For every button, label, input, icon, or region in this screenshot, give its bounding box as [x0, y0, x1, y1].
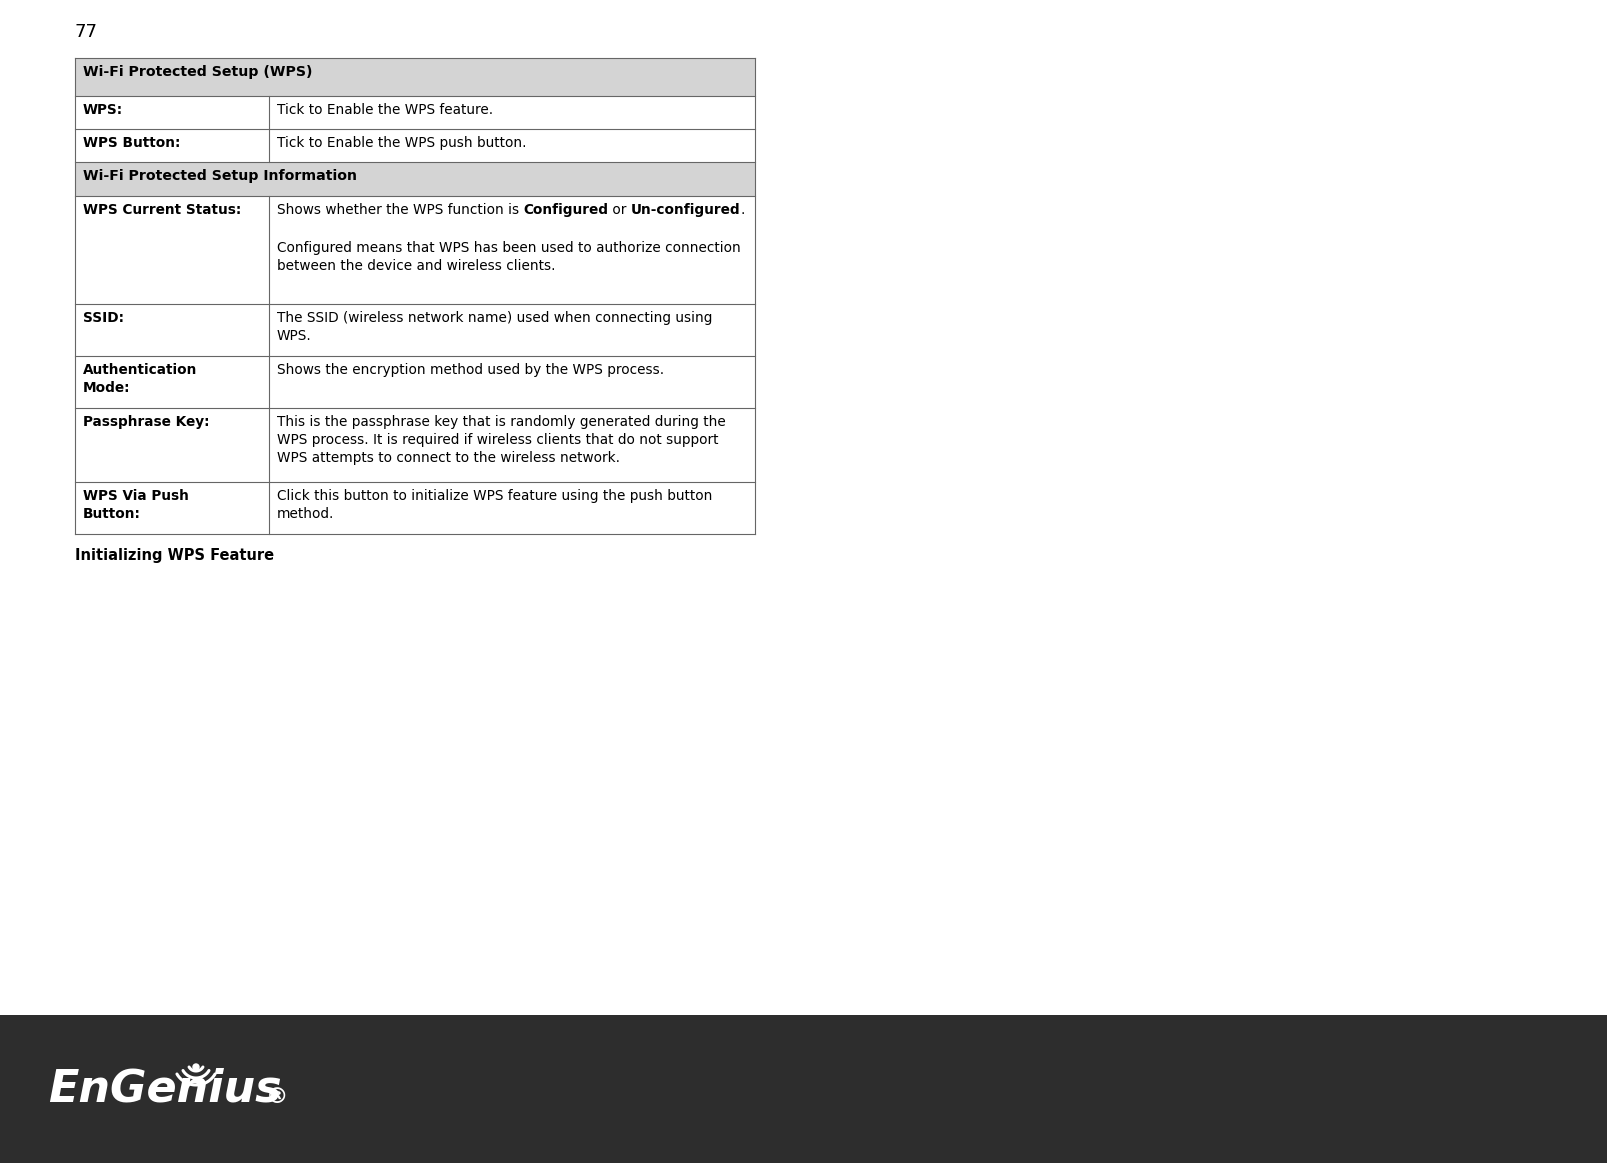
Bar [76, 197, 755, 304]
Text: 77: 77 [76, 23, 98, 41]
Bar [0, 1015, 1607, 1163]
Text: Un-configured: Un-configured [632, 204, 741, 217]
Text: .: . [741, 204, 746, 217]
Circle shape [193, 1064, 199, 1070]
Text: or: or [609, 204, 632, 217]
Text: WPS Via Push
Button:: WPS Via Push Button: [84, 488, 190, 521]
Text: The SSID (wireless network name) used when connecting using
WPS.: The SSID (wireless network name) used wh… [276, 311, 712, 343]
Text: Passphrase Key:: Passphrase Key: [84, 415, 209, 429]
Bar [76, 356, 755, 408]
Text: EnGenius: EnGenius [48, 1068, 281, 1111]
Text: Configured: Configured [524, 204, 609, 217]
Bar [76, 58, 755, 97]
Bar [76, 97, 755, 129]
Bar [76, 481, 755, 534]
Text: Tick to Enable the WPS push button.: Tick to Enable the WPS push button. [276, 136, 527, 150]
Text: Click this button to initialize WPS feature using the push button
method.: Click this button to initialize WPS feat… [276, 488, 712, 521]
Bar [76, 129, 755, 162]
Text: Configured means that WPS has been used to authorize connection
between the devi: Configured means that WPS has been used … [276, 241, 741, 273]
Text: WPS Current Status:: WPS Current Status: [84, 204, 241, 217]
Bar [76, 162, 755, 197]
Bar [76, 408, 755, 481]
Text: This is the passphrase key that is randomly generated during the
WPS process. It: This is the passphrase key that is rando… [276, 415, 725, 465]
Text: Wi-Fi Protected Setup Information: Wi-Fi Protected Setup Information [84, 169, 357, 183]
Text: Authentication
Mode:: Authentication Mode: [84, 363, 198, 395]
Text: Shows the encryption method used by the WPS process.: Shows the encryption method used by the … [276, 363, 664, 377]
Text: Wi-Fi Protected Setup (WPS): Wi-Fi Protected Setup (WPS) [84, 65, 312, 79]
Text: Tick to Enable the WPS feature.: Tick to Enable the WPS feature. [276, 104, 493, 117]
Text: SSID:: SSID: [84, 311, 124, 324]
Bar [76, 304, 755, 356]
Text: WPS Button:: WPS Button: [84, 136, 180, 150]
Text: WPS:: WPS: [84, 104, 124, 117]
Text: Initializing WPS Feature: Initializing WPS Feature [76, 548, 275, 563]
Text: Shows whether the WPS function is: Shows whether the WPS function is [276, 204, 524, 217]
Text: ®: ® [267, 1087, 288, 1107]
